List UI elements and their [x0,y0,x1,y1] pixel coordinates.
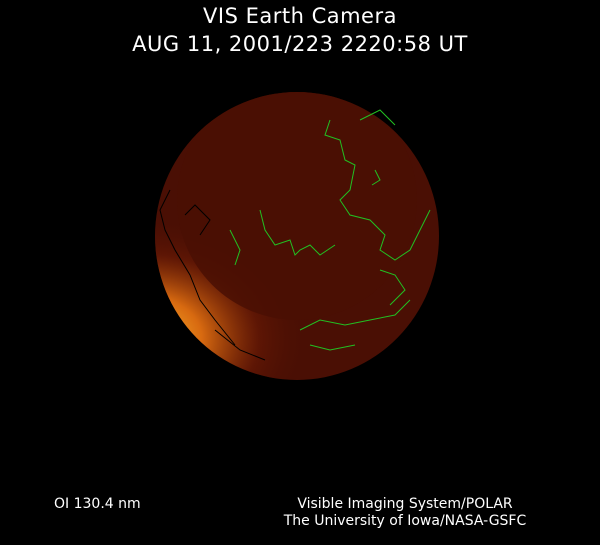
image-title: VIS Earth Camera [203,4,397,28]
coastlines-dark [159,189,266,361]
wavelength-label: OI 130.4 nm [54,496,141,512]
coastlines [229,109,431,351]
image-timestamp: AUG 11, 2001/223 2220:58 UT [132,32,468,56]
credit-block: Visible Imaging System/POLAR The Univers… [250,496,560,530]
instrument-label: Visible Imaging System/POLAR [297,496,513,512]
institution-label: The University of Iowa/NASA-GSFC [283,513,527,529]
